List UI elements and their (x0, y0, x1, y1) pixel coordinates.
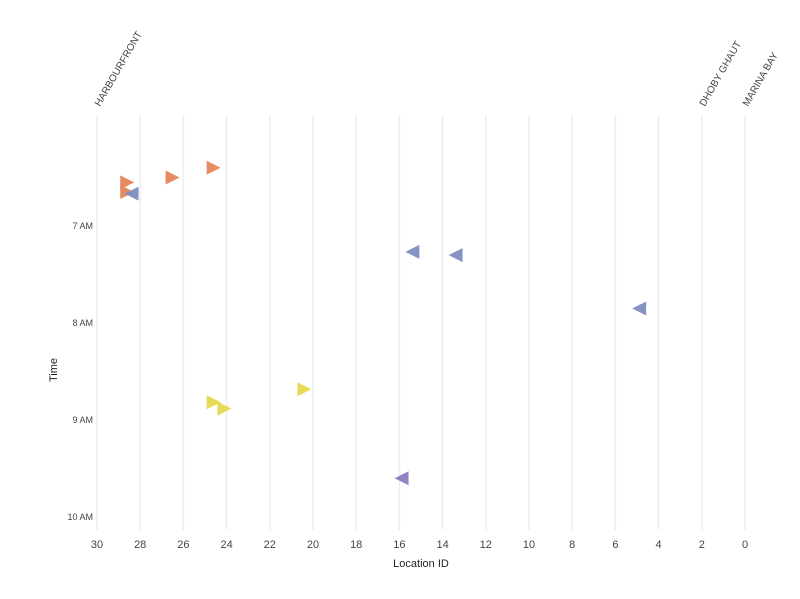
x-tick-label: 2 (699, 539, 705, 551)
station-label: DHOBY GHAUT (698, 40, 744, 109)
x-axis-ticks: 30 28 26 24 22 20 18 16 14 12 10 8 6 4 2 0 (91, 539, 748, 551)
data-point-blue (124, 186, 139, 201)
data-point-yellow (206, 395, 221, 410)
data-point-blue (448, 248, 463, 263)
x-tick-label: 4 (656, 539, 662, 551)
data-point-blue (405, 244, 420, 259)
x-tick-label: 22 (264, 539, 276, 551)
data-point-orange (206, 160, 221, 175)
y-axis-title: Time (48, 358, 60, 382)
y-tick-label: 10 AM (67, 512, 93, 522)
grid (96, 115, 746, 530)
station-label: HARBOURFRONT (93, 30, 145, 109)
x-tick-label: 14 (436, 539, 448, 551)
data-point-yellow (217, 401, 232, 416)
y-axis-ticks: 7 AM 8 AM 9 AM 10 AM (67, 221, 93, 522)
x-tick-label: 12 (480, 539, 492, 551)
x-tick-label: 28 (134, 539, 146, 551)
data-point-blue (632, 301, 647, 316)
data-point-orange (165, 170, 180, 185)
x-tick-label: 16 (393, 539, 405, 551)
x-tick-label: 20 (307, 539, 319, 551)
x-tick-label: 8 (569, 539, 575, 551)
data-point-orange (120, 185, 135, 200)
x-tick-label: 26 (177, 539, 189, 551)
data-point-orange (120, 175, 135, 190)
x-axis-title: Location ID (393, 558, 449, 570)
y-tick-label: 8 AM (72, 318, 93, 328)
x-tick-label: 18 (350, 539, 362, 551)
data-points (120, 160, 647, 486)
y-tick-label: 9 AM (72, 415, 93, 425)
station-label: MARINA BAY (741, 50, 781, 108)
x-tick-label: 30 (91, 539, 103, 551)
x-tick-label: 0 (742, 539, 748, 551)
y-tick-label: 7 AM (72, 221, 93, 231)
data-point-yellow (297, 382, 312, 397)
data-point-purple (394, 471, 409, 486)
x-tick-label: 10 (523, 539, 535, 551)
x-tick-label: 24 (220, 539, 232, 551)
x-tick-label: 6 (612, 539, 618, 551)
